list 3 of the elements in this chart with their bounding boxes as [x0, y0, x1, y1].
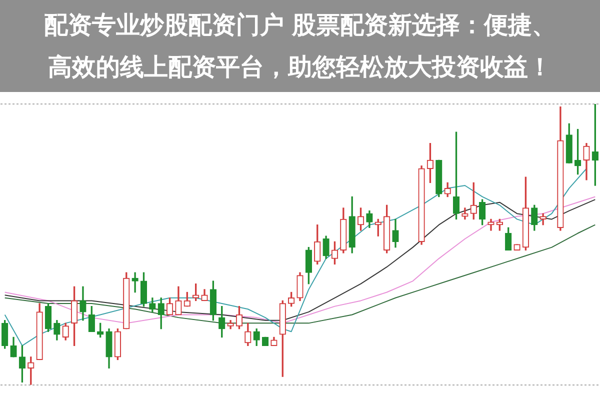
- chart-title: 配资专业炒股配资门户 股票配资新选择：便捷、高效的线上配资平台，助您轻松放大投资收益！: [42, 10, 558, 83]
- caption-banner: 配资专业炒股配资门户 股票配资新选择：便捷、高效的线上配资平台，助您轻松放大投资收益！: [0, 0, 600, 92]
- candlestick: [132, 272, 138, 293]
